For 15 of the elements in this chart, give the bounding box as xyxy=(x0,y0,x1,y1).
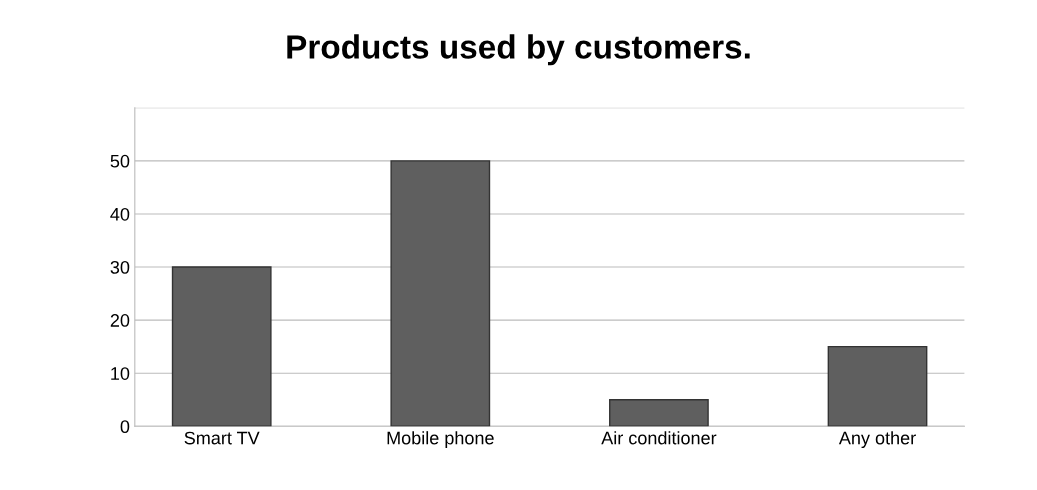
y-tick-label: 50 xyxy=(110,154,130,168)
bar xyxy=(609,399,709,427)
bar xyxy=(390,160,491,427)
x-tick-label: Air conditioner xyxy=(601,431,717,445)
y-tick-label: 40 xyxy=(110,207,130,221)
y-tick-label: 20 xyxy=(110,314,130,327)
chart-title: Products used by customers. xyxy=(287,34,750,66)
bar xyxy=(171,266,272,427)
x-tick-label: Smart TV xyxy=(184,431,260,445)
y-tick-label: 10 xyxy=(111,367,130,380)
y-tick-label: 0 xyxy=(120,420,130,434)
x-tick-label: Mobile phone xyxy=(387,431,494,448)
x-tick-label: Any other xyxy=(838,431,916,448)
bar xyxy=(827,345,928,427)
y-tick-label: 30 xyxy=(110,260,130,274)
